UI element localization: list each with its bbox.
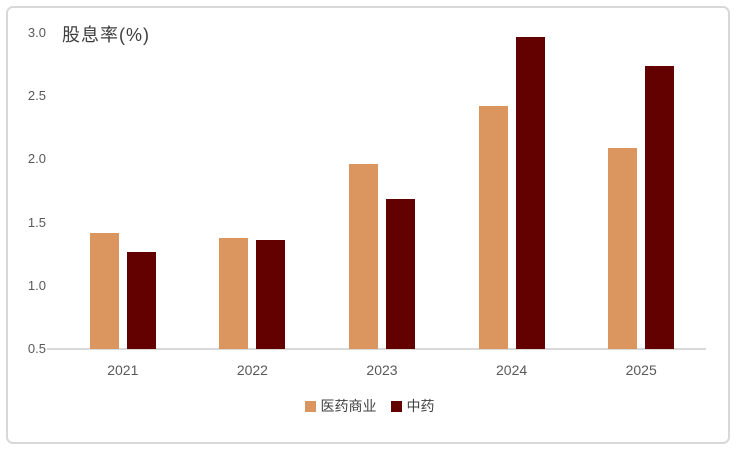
bar-series2-2024 [515,36,545,349]
bar-series1-2024 [478,106,508,349]
x-axis-tick-label: 2022 [236,362,268,378]
bar-series1-2022 [219,237,249,349]
bar-series2-2021 [126,251,156,349]
y-axis-tick-label: 3.0 [27,25,46,40]
bar-series2-2022 [256,240,286,349]
bar-series1-2025 [608,148,638,349]
bar-series1-2021 [89,232,119,349]
x-axis-tick-label: 2023 [366,362,398,378]
legend-label: 中药 [406,398,435,414]
legend-label: 医药商业 [320,398,377,414]
y-axis-tick-label: 0.5 [27,341,46,356]
y-axis-tick-label: 2.5 [27,88,46,104]
legend-item-series1: 医药商业 [304,396,377,416]
y-axis-tick-label: 2.0 [27,151,46,167]
y-axis-tick-label: 1.0 [27,277,46,293]
bar-series2-2025 [645,65,675,349]
x-axis-tick-label: 2024 [496,362,528,378]
x-axis-tick-label: 2025 [625,362,657,378]
bar-series2-2023 [386,198,415,349]
legend-swatch-icon [390,400,402,412]
chart-title: 股息率(%) [62,25,150,45]
chart-legend: 医药商业 中药 [0,396,739,416]
x-axis-tick-label: 2021 [107,362,139,378]
legend-swatch-icon [304,400,316,412]
y-axis-tick-label: 1.5 [27,214,46,230]
x-axis-line [47,348,706,350]
bar-series1-2023 [349,164,378,349]
legend-item-series2: 中药 [390,396,435,416]
